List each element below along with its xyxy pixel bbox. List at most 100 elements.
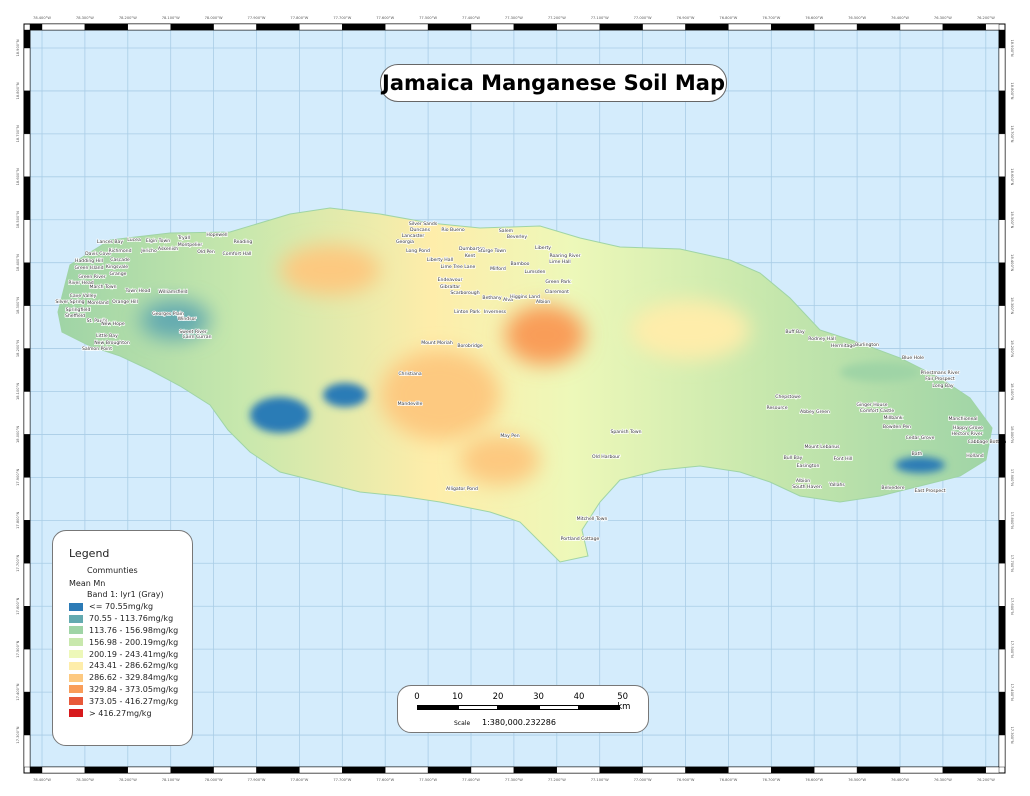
community-label: Hopewell	[206, 232, 227, 238]
scale-segment	[498, 705, 539, 710]
longitude-label: 77.400°W	[462, 778, 480, 782]
community-label: Old Harbour	[592, 454, 620, 460]
longitude-label: 76.700°W	[762, 16, 780, 20]
community-label: Jericho	[140, 248, 157, 254]
community-label: Green Park	[545, 279, 571, 285]
soil-high-zone	[280, 245, 380, 295]
community-label: Chepstowe	[775, 394, 801, 400]
legend-swatch	[69, 661, 83, 670]
latitude-label: 17.400°N	[1010, 684, 1014, 701]
community-label: Beverley	[507, 234, 528, 240]
legend-class-item: <= 70.55mg/kg	[69, 601, 178, 613]
longitude-label: 78.000°W	[205, 16, 223, 20]
scale-tick-label: 20	[492, 692, 504, 702]
latitude-label: 18.100°N	[1010, 383, 1014, 400]
longitude-label: 76.200°W	[977, 16, 995, 20]
community-label: River Head	[68, 280, 93, 286]
frame-band-left	[23, 262, 31, 306]
frame-band-top	[556, 23, 600, 31]
longitude-label: 78.200°W	[119, 778, 137, 782]
scale-tick-label: 0	[414, 692, 420, 702]
frame-band-bottom	[899, 766, 944, 774]
frame-band-top	[985, 23, 1000, 31]
community-label: Kingsvale	[106, 264, 128, 270]
scale-segment	[417, 705, 458, 710]
longitude-label: 78.400°W	[33, 16, 51, 20]
longitude-label: 76.500°W	[848, 16, 866, 20]
frame-band-bottom	[728, 766, 772, 774]
frame-band-right	[998, 47, 1006, 92]
frame-band-right	[998, 176, 1006, 220]
latitude-label: 17.500°N	[16, 640, 20, 657]
frame-band-bottom	[685, 766, 729, 774]
community-label: Borobridge	[457, 343, 482, 349]
longitude-label: 78.100°W	[162, 16, 180, 20]
community-label: Liberty	[535, 245, 551, 251]
community-label: Davis Cove	[85, 251, 111, 257]
latitude-label: 18.800°N	[1010, 82, 1014, 99]
frame-band-bottom	[642, 766, 686, 774]
frame-band-top	[856, 23, 901, 31]
frame-band-left	[23, 563, 31, 607]
community-label: Orange Hill	[112, 299, 138, 305]
frame-band-bottom	[985, 766, 1000, 774]
frame-band-right	[998, 563, 1006, 607]
legend-class-item: 200.19 - 243.41mg/kg	[69, 648, 178, 660]
frame-band-left	[23, 29, 31, 49]
frame-band-right	[998, 606, 1006, 650]
community-label: Salem	[499, 228, 514, 234]
community-label: Endeavour	[438, 277, 463, 283]
community-label: Town Head	[125, 288, 151, 294]
frame-band-bottom	[599, 766, 643, 774]
frame-band-top	[728, 23, 772, 31]
legend: Legend Communties Mean Mn Band 1: lyr1 (…	[52, 530, 193, 746]
community-label: Duncans	[410, 227, 431, 233]
frame-band-top	[470, 23, 515, 31]
frame-band-bottom	[556, 766, 600, 774]
frame-band-top	[256, 23, 300, 31]
frame-band-bottom	[942, 766, 987, 774]
frame-band-top	[84, 23, 129, 31]
frame-band-right	[998, 691, 1006, 736]
legend-swatch	[69, 709, 83, 718]
frame-band-top	[899, 23, 944, 31]
community-label: Richmond	[108, 248, 131, 254]
frame-band-bottom	[299, 766, 343, 774]
community-label: Lumsden	[525, 269, 546, 275]
community-label: Comfort Castle	[860, 408, 895, 414]
latitude-label: 18.300°N	[16, 297, 20, 314]
community-label: Milford	[490, 266, 506, 272]
longitude-label: 78.300°W	[76, 778, 94, 782]
longitude-label: 77.600°W	[376, 778, 394, 782]
community-label: Cairn Curran	[182, 334, 211, 340]
latitude-label: 18.000°N	[1010, 426, 1014, 443]
frame-band-left	[23, 176, 31, 220]
community-label: Green Island	[74, 265, 103, 271]
community-label: Font Hill	[834, 456, 853, 462]
community-label: Sweet River	[179, 329, 207, 335]
legend-swatch	[69, 602, 83, 611]
longitude-label: 78.300°W	[76, 16, 94, 20]
community-label: Claremont	[545, 289, 569, 295]
scale-label: Scale	[454, 720, 471, 727]
frame-band-bottom	[771, 766, 815, 774]
longitude-label: 77.800°W	[290, 16, 308, 20]
longitude-label: 77.300°W	[505, 778, 523, 782]
community-label: New Hope	[101, 321, 125, 327]
frame-band-left	[23, 47, 31, 92]
community-label: Tryall	[177, 235, 190, 241]
soil-high-zone	[505, 305, 585, 365]
frame-band-top	[642, 23, 686, 31]
longitude-label: 77.100°W	[591, 16, 609, 20]
frame-band-bottom	[256, 766, 300, 774]
frame-band-right	[998, 391, 1006, 435]
legend-class-label: 329.84 - 373.05mg/kg	[89, 684, 179, 694]
frame-band-top	[41, 23, 86, 31]
frame-band-top	[771, 23, 815, 31]
latitude-label: 18.500°N	[1010, 211, 1014, 228]
longitude-label: 77.900°W	[248, 16, 266, 20]
legend-class-item: 329.84 - 373.05mg/kg	[69, 684, 178, 696]
latitude-label: 17.800°N	[1010, 512, 1014, 529]
community-label: Long Pond	[406, 248, 430, 254]
frame-band-bottom	[84, 766, 129, 774]
